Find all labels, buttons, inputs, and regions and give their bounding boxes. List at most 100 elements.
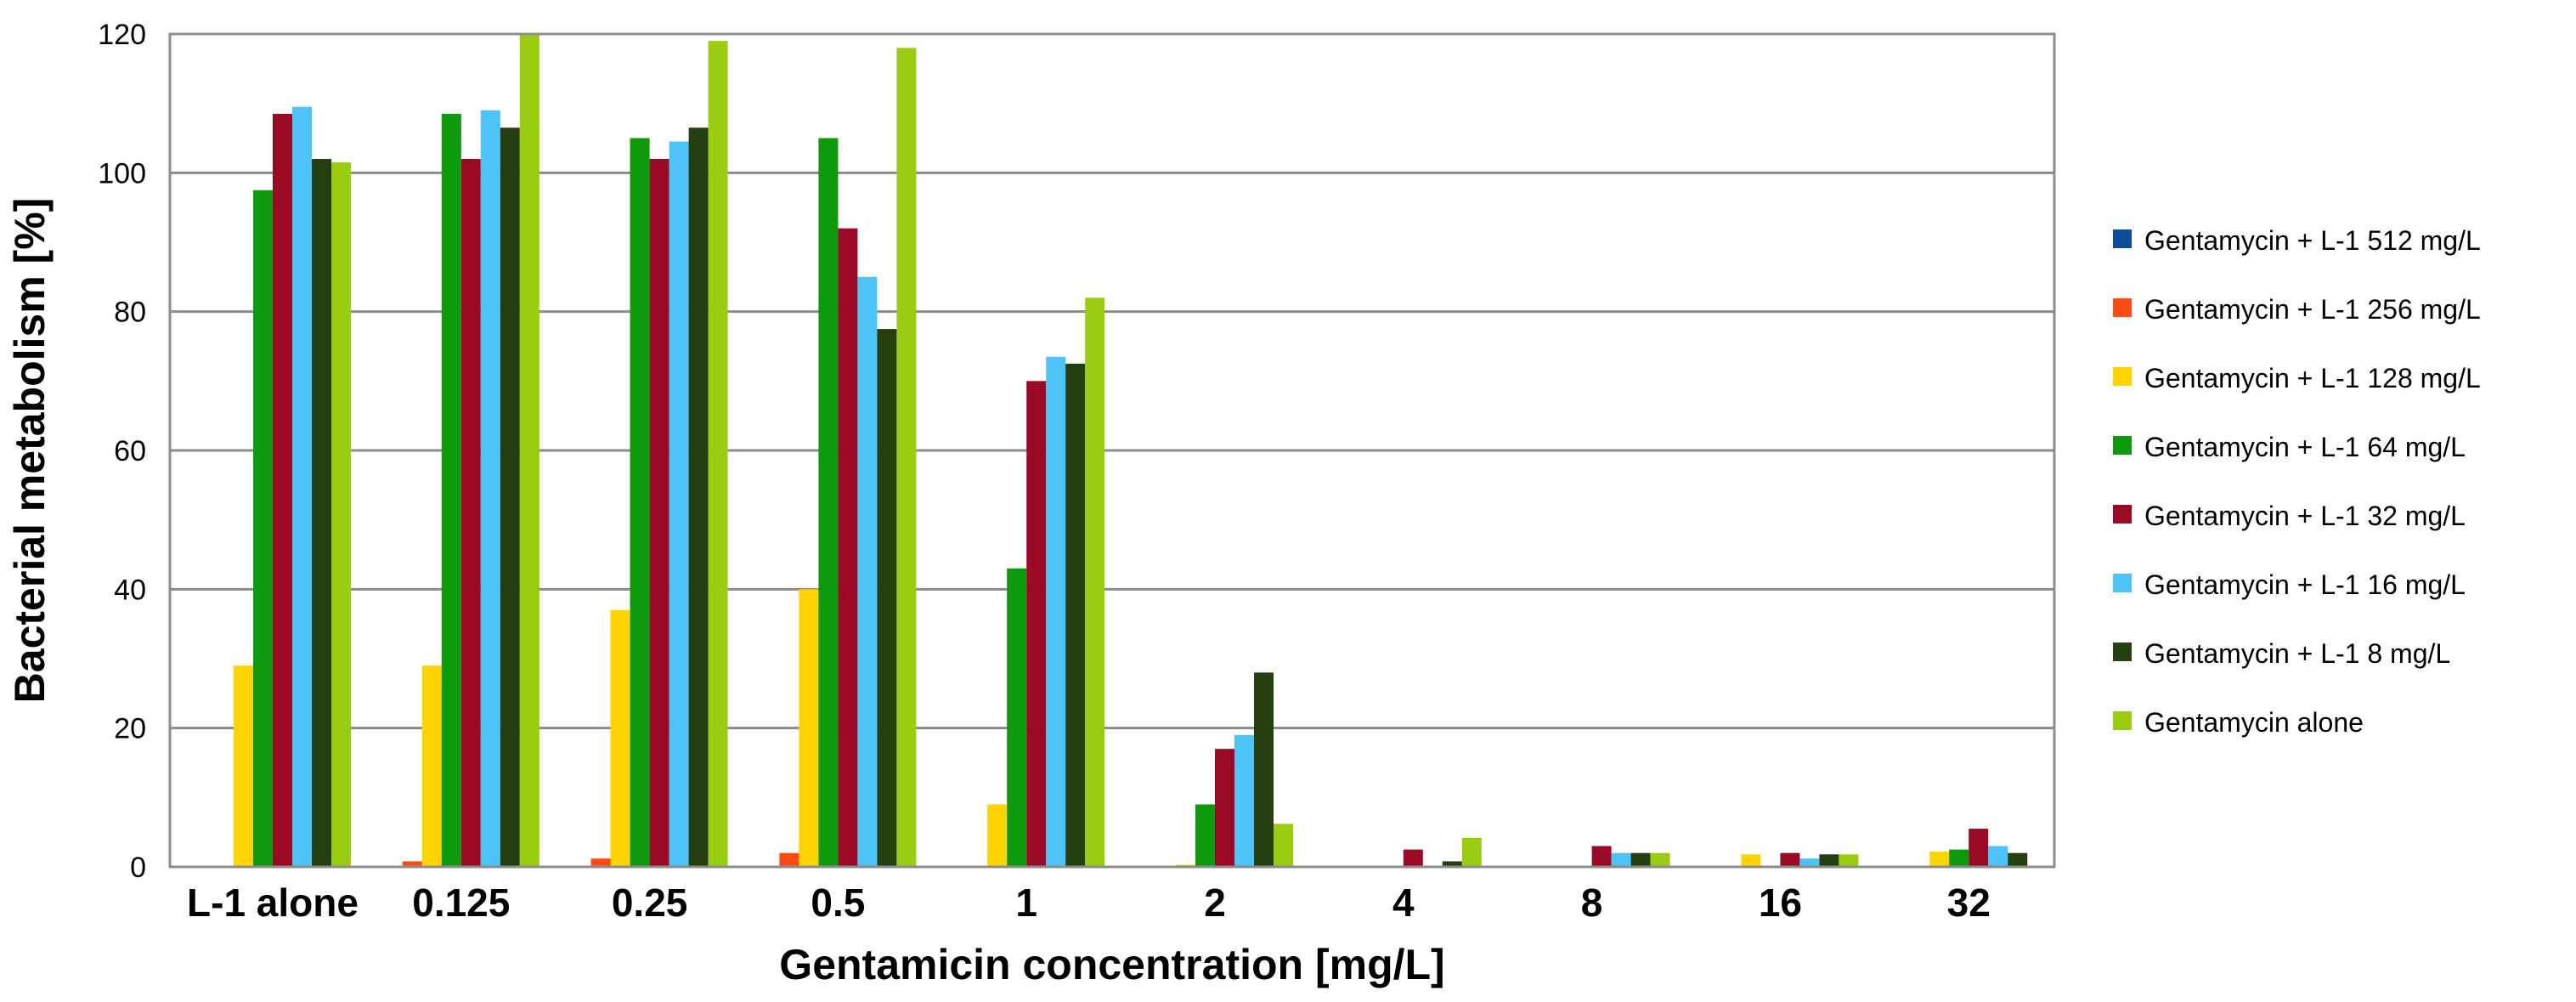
series-7 — [331, 34, 1859, 868]
legend-label: Gentamycin + L-1 16 mg/L — [2144, 569, 2466, 600]
bar — [2008, 852, 2028, 867]
bar — [1234, 734, 1254, 867]
bar — [1799, 858, 1820, 867]
bar — [480, 110, 500, 868]
bar — [708, 41, 728, 867]
bar — [500, 127, 520, 867]
bar — [331, 162, 351, 868]
bar — [1591, 846, 1612, 867]
bar — [1007, 568, 1027, 867]
bar — [1741, 854, 1761, 867]
bar — [1046, 356, 1066, 867]
x-tick-label: 2 — [1204, 880, 1226, 925]
series-1 — [402, 852, 799, 867]
y-tick-label: 100 — [98, 157, 146, 190]
legend-label: Gentamycin + L-1 8 mg/L — [2144, 638, 2450, 669]
legend-swatch — [2113, 298, 2132, 317]
legend-swatch — [2113, 367, 2132, 386]
legend-item: Gentamycin alone — [2113, 707, 2364, 738]
bar — [421, 665, 442, 867]
bar — [610, 609, 630, 867]
bar — [799, 589, 819, 867]
bar — [1611, 852, 1631, 867]
x-tick-label: 0.125 — [412, 880, 510, 925]
bar — [1630, 852, 1651, 867]
bar — [519, 34, 539, 867]
legend: Gentamycin + L-1 512 mg/L Gentamycin + L-… — [2113, 225, 2481, 738]
legend-item: Gentamycin + L-1 32 mg/L — [2113, 501, 2466, 531]
legend-swatch — [2113, 436, 2132, 455]
bars — [234, 34, 2028, 868]
bar — [292, 106, 312, 867]
legend-label: Gentamycin + L-1 128 mg/L — [2144, 363, 2481, 393]
bar — [630, 138, 650, 867]
bar — [253, 190, 273, 867]
bar — [1969, 829, 1989, 867]
y-axis-title: Bacterial metabolism [%] — [6, 198, 54, 704]
x-tick-label: 32 — [1947, 880, 1991, 925]
x-tick-label: 4 — [1393, 880, 1415, 925]
legend-label: Gentamycin + L-1 512 mg/L — [2144, 225, 2481, 256]
bar — [1442, 861, 1462, 867]
legend-item: Gentamycin + L-1 64 mg/L — [2113, 432, 2466, 462]
bar — [402, 861, 422, 867]
bar — [1254, 672, 1274, 867]
series-2 — [234, 589, 1950, 867]
x-tick-label: 0.25 — [612, 880, 688, 925]
bar — [1949, 849, 1969, 867]
bar — [460, 159, 481, 867]
legend-swatch — [2113, 643, 2132, 661]
bar — [1839, 854, 1859, 867]
x-axis-title: Gentamicin concentration [mg/L] — [779, 941, 1444, 988]
y-tick-label: 40 — [114, 574, 146, 606]
legend-swatch — [2113, 505, 2132, 524]
series-4 — [273, 113, 1989, 868]
bar — [857, 276, 878, 867]
legend-item: Gentamycin + L-1 512 mg/L — [2113, 225, 2481, 256]
bar — [1780, 852, 1800, 867]
x-tick-label: 8 — [1581, 880, 1603, 925]
plot-area-border — [168, 32, 2056, 869]
bar — [1650, 852, 1670, 867]
bar — [896, 48, 917, 868]
bar — [590, 858, 611, 867]
y-tick-label: 20 — [114, 713, 146, 745]
bar — [1929, 852, 1950, 867]
bar — [1819, 854, 1839, 867]
legend-swatch — [2113, 711, 2132, 730]
x-tick-label: L-1 alone — [187, 880, 359, 925]
bar — [1403, 849, 1423, 867]
bar — [1461, 837, 1482, 867]
legend-label: Gentamycin + L-1 256 mg/L — [2144, 294, 2481, 325]
bar — [312, 159, 331, 867]
bar — [779, 852, 799, 867]
bar — [1085, 297, 1105, 867]
bar — [273, 113, 292, 867]
y-tick-label: 120 — [98, 19, 146, 51]
bar — [1065, 363, 1086, 868]
legend-label: Gentamycin + L-1 64 mg/L — [2144, 432, 2466, 462]
bar — [688, 127, 709, 867]
bar — [1026, 381, 1047, 867]
legend-swatch — [2113, 229, 2132, 248]
legend-item: Gentamycin + L-1 128 mg/L — [2113, 363, 2481, 393]
legend-swatch — [2113, 574, 2132, 592]
bar — [838, 228, 858, 868]
y-tick-label: 60 — [114, 435, 146, 467]
x-tick-label: 1 — [1015, 880, 1037, 925]
series-6 — [312, 127, 2028, 868]
legend-item: Gentamycin + L-1 8 mg/L — [2113, 638, 2450, 669]
bar — [441, 113, 461, 867]
x-tick-label: 16 — [1759, 880, 1802, 925]
x-tick-label: 0.5 — [811, 880, 865, 925]
series-5 — [292, 106, 2008, 868]
legend-item: Gentamycin + L-1 256 mg/L — [2113, 294, 2481, 325]
bar — [1195, 804, 1215, 867]
legend-item: Gentamycin + L-1 16 mg/L — [2113, 569, 2466, 600]
x-axis-ticks: L-1 alone 0.125 0.25 0.5 1 2 4 8 16 32 — [187, 880, 1991, 925]
bar — [877, 329, 897, 867]
bar — [1988, 846, 2008, 867]
bar — [234, 665, 253, 867]
bar — [649, 159, 669, 867]
